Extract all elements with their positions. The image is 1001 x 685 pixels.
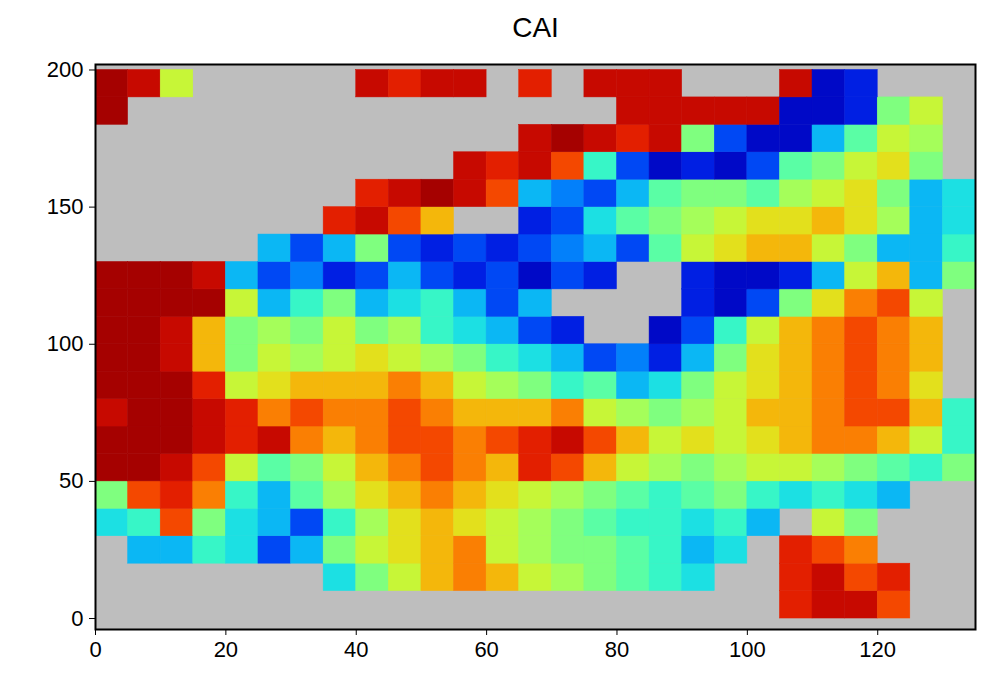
svg-text:150: 150: [47, 194, 84, 219]
svg-text:0: 0: [89, 637, 101, 662]
svg-text:200: 200: [47, 57, 84, 82]
svg-text:40: 40: [344, 637, 368, 662]
html-text:CAI: CAI: [512, 12, 559, 43]
svg-text:100: 100: [47, 331, 84, 356]
svg-text:50: 50: [59, 468, 83, 493]
svg-text:0: 0: [71, 606, 83, 631]
svg-text:20: 20: [214, 637, 238, 662]
svg-text:60: 60: [474, 637, 498, 662]
svg-text:80: 80: [605, 637, 629, 662]
svg-text:100: 100: [729, 637, 766, 662]
svg-text:120: 120: [859, 637, 896, 662]
